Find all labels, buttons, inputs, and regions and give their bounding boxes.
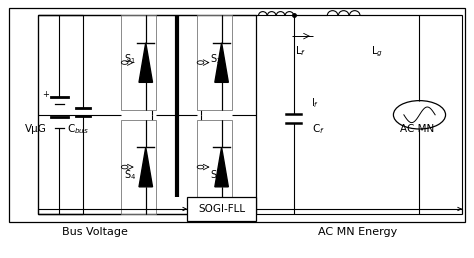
Text: L$_f$: L$_f$ (295, 45, 307, 59)
Text: S$_3$: S$_3$ (210, 168, 222, 182)
Text: AC MN: AC MN (400, 124, 434, 134)
Bar (121, 120, 156, 214)
Text: I$_f$: I$_f$ (311, 96, 319, 110)
Text: L$_g$: L$_g$ (371, 44, 383, 59)
Bar (197, 120, 232, 214)
Text: Bus Voltage: Bus Voltage (62, 227, 128, 237)
Bar (121, 15, 156, 110)
Text: AC MN Energy: AC MN Energy (318, 227, 398, 237)
Text: C$_{bus}$: C$_{bus}$ (67, 122, 89, 136)
Polygon shape (215, 147, 228, 187)
Text: VμG: VμG (25, 124, 46, 134)
Text: C$_f$: C$_f$ (312, 122, 325, 136)
Text: +: + (43, 90, 49, 99)
Bar (9, 8, 465, 222)
Polygon shape (139, 147, 153, 187)
Text: S$_4$: S$_4$ (124, 168, 137, 182)
Bar (187, 197, 256, 221)
Polygon shape (215, 43, 228, 82)
Polygon shape (139, 43, 153, 82)
Bar (38, 15, 256, 214)
Text: SOGI-FLL: SOGI-FLL (198, 204, 245, 214)
Bar (197, 15, 232, 110)
Text: S$_1$: S$_1$ (124, 52, 137, 66)
Text: S$_2$: S$_2$ (210, 52, 221, 66)
